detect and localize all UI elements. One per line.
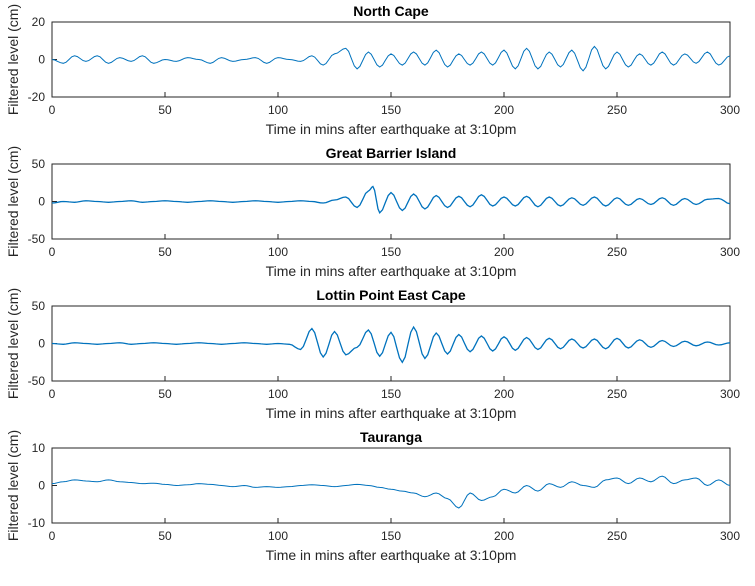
x-tick-label: 200 [494,245,514,259]
x-tick-label: 100 [268,529,288,543]
subplot-title: North Cape [353,3,429,19]
x-tick-label: 0 [49,245,56,259]
x-tick-label: 0 [49,103,56,117]
y-tick-label: -10 [28,516,46,530]
x-tick-label: 100 [268,103,288,117]
x-axis-label: Time in mins after earthquake at 3:10pm [266,121,517,137]
subplot-title: Tauranga [360,429,422,445]
y-tick-label: -50 [28,232,46,246]
x-tick-label: 0 [49,529,56,543]
y-tick-label: 50 [32,299,46,313]
x-tick-label: 300 [720,103,740,117]
x-axis-label: Time in mins after earthquake at 3:10pm [266,405,517,421]
subplot-title: Lottin Point East Cape [316,287,466,303]
x-tick-label: 250 [607,103,627,117]
x-tick-label: 100 [268,387,288,401]
y-axis-label: Filtered level (cm) [5,4,21,115]
x-tick-label: 300 [720,387,740,401]
y-tick-label: 0 [38,479,45,493]
x-tick-label: 150 [381,529,401,543]
subplot-north-cape: North Cape Filtered level (cm) Time in m… [5,3,740,137]
series-line [51,45,731,72]
y-tick-label: 20 [32,15,46,29]
x-tick-label: 300 [720,245,740,259]
series-line [51,325,731,364]
x-tick-label: 150 [381,103,401,117]
subplot-great-barrier-island: Great Barrier Island Filtered level (cm)… [5,145,740,279]
y-tick-label: 10 [32,441,46,455]
x-tick-label: 200 [494,103,514,117]
y-axis-label: Filtered level (cm) [5,146,21,257]
y-tick-label: 0 [38,53,45,67]
y-tick-label: -50 [28,374,46,388]
x-tick-label: 50 [158,103,172,117]
axes-frame [51,447,731,524]
x-tick-label: 200 [494,387,514,401]
x-tick-label: 250 [607,245,627,259]
axes-frame [51,163,731,240]
axes-frame [51,21,731,98]
x-axis-label: Time in mins after earthquake at 3:10pm [266,263,517,279]
y-tick-label: -20 [28,90,46,104]
x-tick-label: 50 [158,529,172,543]
series-line [51,475,731,509]
x-tick-label: 150 [381,387,401,401]
x-tick-label: 50 [158,245,172,259]
y-axis-label: Filtered level (cm) [5,430,21,541]
x-tick-label: 250 [607,529,627,543]
x-tick-label: 250 [607,387,627,401]
x-tick-label: 100 [268,245,288,259]
x-tick-label: 50 [158,387,172,401]
axes-frame [51,305,731,382]
x-tick-label: 300 [720,529,740,543]
y-tick-label: 0 [38,195,45,209]
x-tick-label: 0 [49,387,56,401]
y-tick-label: 0 [38,337,45,351]
series-line [51,185,731,214]
subplot-lottin-point-east-cape: Lottin Point East Cape Filtered level (c… [5,287,740,421]
y-tick-label: 50 [32,157,46,171]
y-axis-label: Filtered level (cm) [5,288,21,399]
subplot-tauranga: Tauranga Filtered level (cm) Time in min… [5,429,740,563]
x-tick-label: 150 [381,245,401,259]
subplot-title: Great Barrier Island [326,145,457,161]
x-tick-label: 200 [494,529,514,543]
x-axis-label: Time in mins after earthquake at 3:10pm [266,547,517,563]
